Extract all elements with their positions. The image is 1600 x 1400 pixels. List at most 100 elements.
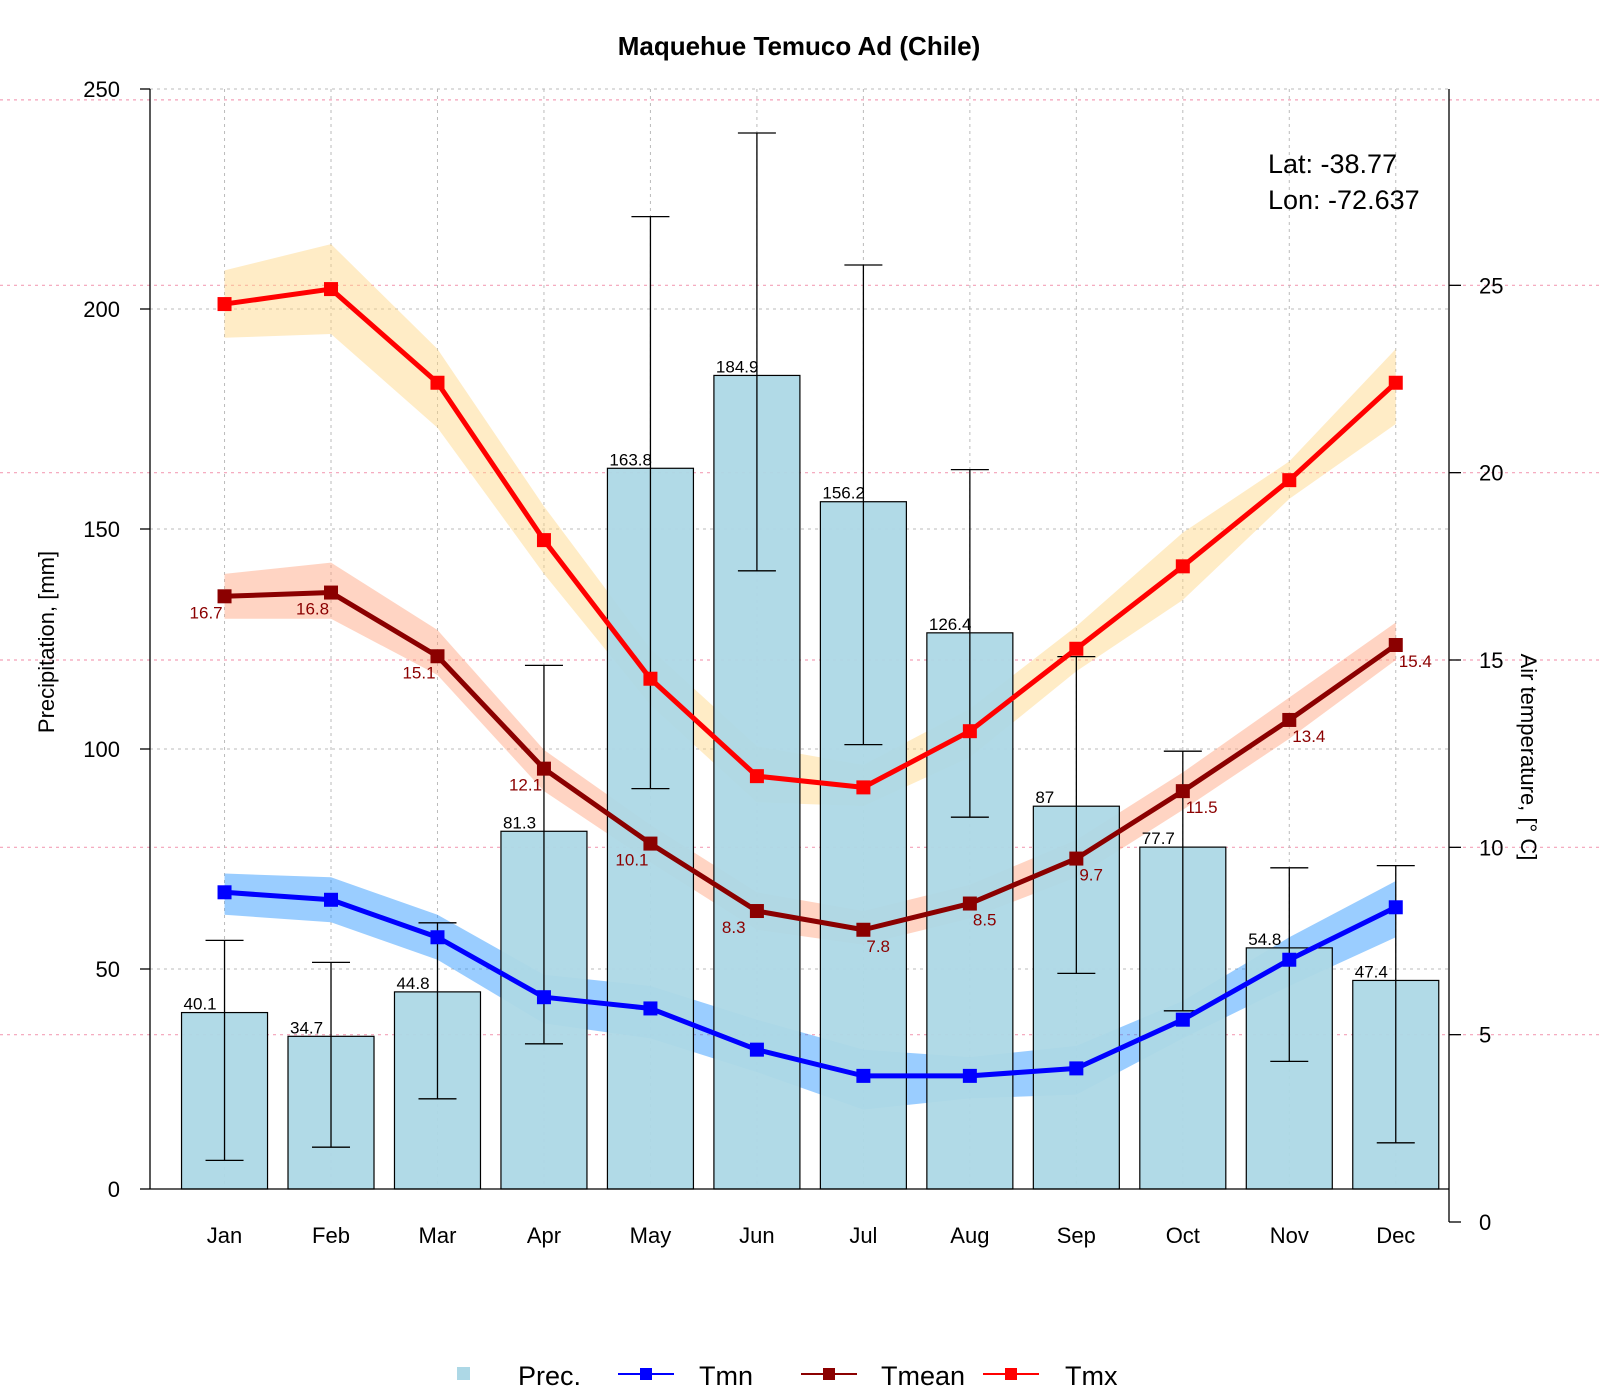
tmx-marker (749, 769, 764, 784)
tmean-marker (536, 761, 551, 776)
tmx-line (224, 286, 1398, 790)
x-tick-label: Dec (1376, 1223, 1415, 1248)
tmean-value-label: 15.1 (402, 663, 435, 682)
precipitation-value-label: 81.3 (503, 813, 536, 832)
tmean-marker (1282, 712, 1297, 727)
tmn-marker (962, 1068, 977, 1083)
y-left-tick-label: 200 (83, 297, 120, 322)
tmx-marker (430, 375, 445, 390)
longitude-annotation: Lon: -72.637 (1268, 185, 1420, 215)
precipitation-value-label: 44.8 (396, 974, 429, 993)
tmx-marker (1175, 559, 1190, 574)
legend: Prec. Tmn Tmean Tmx (457, 1361, 1118, 1391)
tmean-value-label: 8.3 (722, 918, 746, 937)
axis-layer: 0 50 100 150 200 250 0 5 10 15 20 25 Jan Feb Mar Apr May… (83, 77, 1503, 1248)
y-right-tick-label: 5 (1479, 1023, 1491, 1048)
tmean-value-label: 11.5 (1186, 798, 1218, 817)
precipitation-value-label: 156.2 (822, 484, 865, 503)
y-left-tick-label: 150 (83, 517, 120, 542)
tmn-marker (1069, 1061, 1084, 1076)
tmn-marker (1175, 1012, 1190, 1027)
tmn-marker (536, 990, 551, 1005)
tmean-value-label: 10.1 (615, 851, 648, 870)
tmean-value-label: 12.1 (509, 776, 542, 795)
tmean-marker (856, 922, 871, 937)
precipitation-value-label: 184.9 (716, 357, 759, 376)
legend-prec-label: Prec. (518, 1361, 581, 1391)
precipitation-value-label: 126.4 (929, 615, 972, 634)
tmn-marker (324, 892, 339, 907)
y-axis-right-label: Air temperature, [° C] (1516, 654, 1541, 861)
x-tick-label: Aug (950, 1223, 989, 1248)
tmx-marker (324, 282, 339, 297)
x-tick-label: Nov (1270, 1223, 1309, 1248)
tmean-value-label: 16.7 (190, 603, 223, 622)
x-tick-label: Jul (849, 1223, 877, 1248)
tmean-marker (430, 649, 445, 664)
legend-tmean-marker (823, 1368, 835, 1380)
tmean-marker (749, 904, 764, 919)
precipitation-value-label: 163.8 (609, 450, 652, 469)
tmean-value-label: 9.7 (1079, 866, 1103, 885)
tmn-marker (1282, 952, 1297, 967)
tmx-marker (1069, 641, 1084, 656)
tmx-marker (536, 533, 551, 548)
x-tick-label: Apr (527, 1223, 561, 1248)
tmn-marker (1388, 900, 1403, 915)
tmx-marker (962, 724, 977, 739)
tmean-marker (962, 896, 977, 911)
tmean-marker (324, 585, 339, 600)
precipitation-value-label: 47.4 (1355, 962, 1388, 981)
legend-tmean-label: Tmean (881, 1361, 965, 1391)
tmn-marker (430, 930, 445, 945)
y-right-tick-label: 0 (1479, 1210, 1491, 1235)
tmean-value-label: 16.8 (296, 600, 329, 619)
precipitation-value-label: 54.8 (1248, 930, 1281, 949)
x-tick-label: Feb (312, 1223, 350, 1248)
tmean-marker (1388, 638, 1403, 653)
precipitation-value-label: 34.7 (290, 1018, 323, 1037)
tmx-marker (643, 671, 658, 686)
precipitation-value-label: 77.7 (1142, 829, 1175, 848)
legend-tmn-label: Tmn (699, 1361, 753, 1391)
tmean-marker (643, 836, 658, 851)
y-left-tick-label: 100 (83, 737, 120, 762)
error-bar-layer (205, 132, 1415, 1162)
x-tick-label: Jun (739, 1223, 774, 1248)
tmean-value-label: 7.8 (866, 937, 890, 956)
y-left-tick-label: 250 (83, 77, 120, 102)
y-right-tick-label: 20 (1479, 461, 1503, 486)
y-left-tick-label: 50 (96, 957, 120, 982)
legend-tmn-marker (640, 1368, 652, 1380)
tmx-band (224, 244, 1396, 807)
y-right-tick-label: 25 (1479, 273, 1503, 298)
temperature-line-layer (217, 282, 1403, 1083)
legend-prec-swatch (457, 1367, 470, 1380)
y-right-tick-label: 15 (1479, 648, 1503, 673)
x-tick-label: Jan (207, 1223, 242, 1248)
y-axis-left-label: Precipitation, [mm] (34, 551, 59, 733)
x-tick-label: Sep (1057, 1223, 1096, 1248)
tmean-marker (1069, 851, 1084, 866)
tmx-marker (1388, 375, 1403, 390)
tmn-marker (643, 1001, 658, 1016)
legend-tmx-label: Tmx (1065, 1361, 1118, 1391)
tmean-marker (217, 589, 232, 604)
tmn-marker (749, 1042, 764, 1057)
precipitation-value-label: 87 (1035, 788, 1054, 807)
tmx-marker (856, 780, 871, 795)
data-label-layer: 40.1 34.7 44.8 81.3 163.8 184.9 156.2 126.4 87 77… (184, 357, 1432, 1037)
tmx-marker (217, 297, 232, 312)
tmean-value-label: 13.4 (1292, 727, 1325, 746)
legend-tmx-marker (1005, 1368, 1017, 1380)
tmn-line (224, 889, 1397, 1079)
tmean-value-label: 15.4 (1399, 652, 1432, 671)
y-left-tick-label: 0 (108, 1177, 120, 1202)
latitude-annotation: Lat: -38.77 (1268, 149, 1397, 179)
y-right-tick-label: 10 (1479, 835, 1503, 860)
tmx-marker (1282, 473, 1297, 488)
tmn-marker (856, 1068, 871, 1083)
tmean-value-label: 8.5 (973, 911, 997, 930)
x-tick-label: Oct (1166, 1223, 1200, 1248)
precipitation-value-label: 40.1 (184, 995, 217, 1014)
